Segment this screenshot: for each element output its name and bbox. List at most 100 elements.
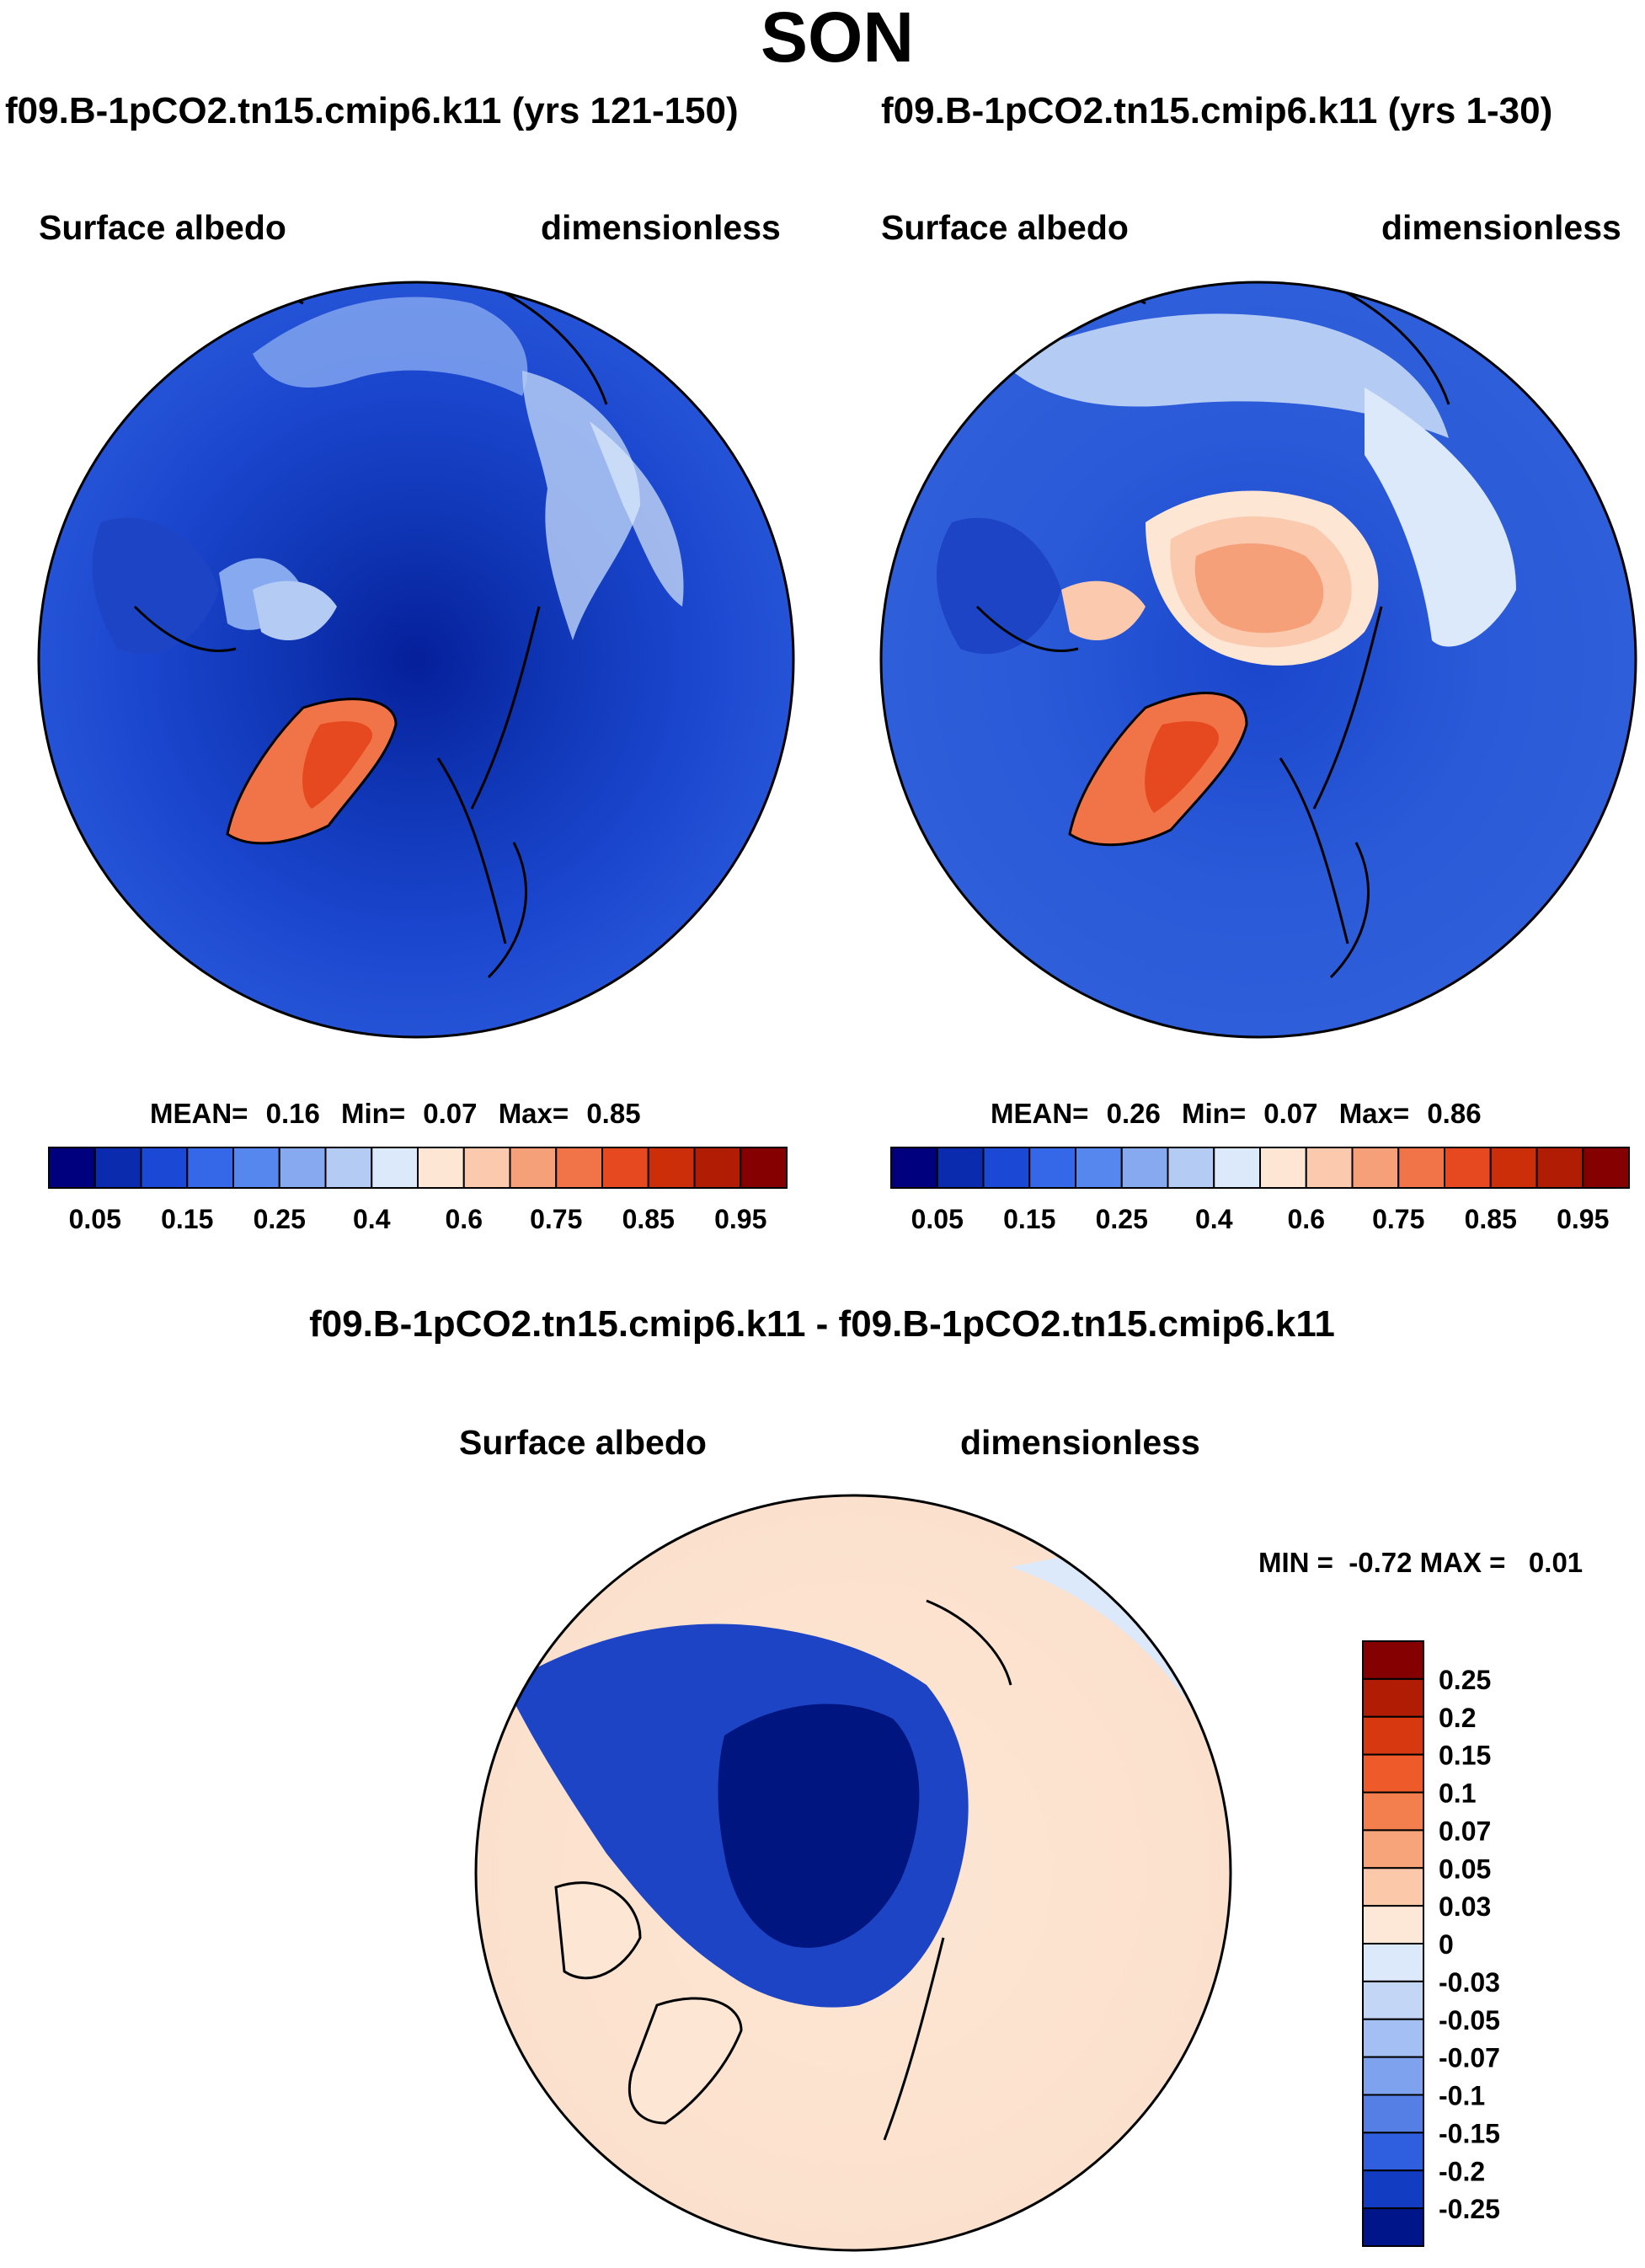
colorbar-panel-1-swatch xyxy=(693,1147,742,1189)
colorbar-panel-1-swatch xyxy=(417,1147,465,1189)
colorbar-diff-tick-label: -0.03 xyxy=(1439,1967,1500,1998)
colorbar-diff-tick-label: 0.1 xyxy=(1439,1779,1476,1809)
colorbar-panel-2-tick-label: 0.4 xyxy=(1195,1204,1233,1234)
colorbar-diff-tick-label: 0.2 xyxy=(1439,1703,1476,1733)
colorbar-diff-swatch xyxy=(1362,1753,1424,1794)
panel-1-mean-label: MEAN= xyxy=(150,1098,248,1129)
panel-1-min-value: 0.07 xyxy=(423,1098,478,1129)
panel-2-variable-label: Surface albedo xyxy=(881,208,1129,247)
colorbar-panel-2-swatch xyxy=(1397,1147,1445,1189)
colorbar-diff: 0.25 0.2 0.15 0.1 0.07 0.05 0.03 0 -0.03 -0.05 -0.… xyxy=(1362,1640,1500,2247)
colorbar-diff-swatch xyxy=(1362,2207,1424,2247)
panel-2-min-label: Min= xyxy=(1182,1098,1247,1129)
panel-2-title: f09.B-1pCO2.tn15.cmip6.k11 (yrs 1-30) xyxy=(881,90,1553,131)
colorbar-diff-swatch xyxy=(1362,1791,1424,1832)
diff-minmax: MIN = -0.72 MAX = 0.01 xyxy=(1258,1547,1584,1578)
colorbar-diff-swatch xyxy=(1362,2132,1424,2172)
colorbar-panel-2-swatch xyxy=(1075,1147,1123,1189)
colorbar-panel-1-tick-label: 0.25 xyxy=(254,1204,306,1234)
colorbar-panel-2-tick-label: 0.85 xyxy=(1465,1204,1517,1234)
colorbar-panel-1-swatch xyxy=(371,1147,419,1189)
diff-panel-title: f09.B-1pCO2.tn15.cmip6.k11 - f09.B-1pCO2… xyxy=(309,1303,1335,1345)
diff-variable-label: Surface albedo xyxy=(459,1423,707,1462)
colorbar-panel-1-swatch xyxy=(232,1147,280,1189)
colorbar-diff-swatch xyxy=(1362,2094,1424,2134)
panel-2-max-value: 0.86 xyxy=(1427,1098,1482,1129)
colorbar-diff-swatch xyxy=(1362,1980,1424,2020)
colorbar-panel-2-tick-label: 0.75 xyxy=(1372,1204,1424,1234)
map-panel-1 xyxy=(39,282,793,1037)
panel-2-stats: MEAN= 0.26 Min= 0.07 Max= 0.86 xyxy=(991,1099,1482,1127)
colorbar-panel-2-tick-label: 0.95 xyxy=(1557,1204,1609,1234)
panel-1-title: f09.B-1pCO2.tn15.cmip6.k11 (yrs 121-150) xyxy=(5,90,739,131)
colorbar-panel-1: 0.05 0.15 0.25 0.4 0.6 0.75 0.85 0.95 xyxy=(48,1147,788,1234)
map-diff-border xyxy=(474,1494,1232,2252)
colorbar-panel-2-swatch xyxy=(890,1147,938,1189)
colorbar-panel-1-swatch xyxy=(740,1147,788,1189)
colorbar-diff-tick-label: 0.03 xyxy=(1439,1891,1491,1922)
colorbar-diff-tick-label: 0.05 xyxy=(1439,1853,1491,1884)
colorbar-panel-1-swatch xyxy=(324,1147,373,1189)
colorbar-diff-tick-label: -0.15 xyxy=(1439,2118,1500,2148)
colorbar-diff-swatch xyxy=(1362,1715,1424,1756)
map-panel-2-border xyxy=(879,281,1637,1039)
colorbar-panel-2-swatch xyxy=(1582,1147,1630,1189)
colorbar-panel-1-swatch xyxy=(186,1147,234,1189)
colorbar-panel-2-swatch xyxy=(1259,1147,1307,1189)
panel-1-max-label: Max= xyxy=(498,1098,569,1129)
colorbar-panel-2-swatch xyxy=(1120,1147,1169,1189)
colorbar-panel-2-tick-label: 0.25 xyxy=(1096,1204,1148,1234)
colorbar-panel-1-swatch xyxy=(278,1147,327,1189)
colorbar-diff-swatch xyxy=(1362,2018,1424,2058)
colorbar-diff-swatch xyxy=(1362,1829,1424,1869)
colorbar-panel-1-tick-label: 0.6 xyxy=(446,1204,483,1234)
panel-1-units-label: dimensionless xyxy=(541,208,781,247)
colorbar-panel-1-swatch xyxy=(48,1147,96,1189)
colorbar-diff-swatch xyxy=(1362,1640,1424,1680)
map-diff xyxy=(476,1495,1231,2250)
page-title: SON xyxy=(760,0,915,77)
colorbar-panel-2-swatch xyxy=(1305,1147,1354,1189)
map-panel-2 xyxy=(881,282,1636,1037)
colorbar-panel-1-swatch xyxy=(462,1147,511,1189)
colorbar-panel-1-swatch xyxy=(647,1147,696,1189)
colorbar-panel-2-swatch xyxy=(1489,1147,1538,1189)
colorbar-panel-2-swatch xyxy=(936,1147,985,1189)
colorbar-diff-tick-label: -0.25 xyxy=(1439,2194,1500,2224)
colorbar-panel-2-tick-label: 0.6 xyxy=(1288,1204,1325,1234)
colorbar-panel-2-swatch xyxy=(1536,1147,1584,1189)
colorbar-panel-1-swatch xyxy=(601,1147,649,1189)
colorbar-panel-2-swatch xyxy=(1167,1147,1215,1189)
colorbar-panel-2-swatch xyxy=(1213,1147,1261,1189)
colorbar-panel-2-swatch xyxy=(1351,1147,1400,1189)
colorbar-diff-swatch xyxy=(1362,1677,1424,1718)
colorbar-diff-tick-label: -0.05 xyxy=(1439,2005,1500,2035)
colorbar-diff-swatch xyxy=(1362,2056,1424,2096)
panel-2-mean-value: 0.26 xyxy=(1106,1098,1161,1129)
colorbar-diff-tick-label: 0 xyxy=(1439,1929,1454,1960)
colorbar-diff-tick-label: -0.07 xyxy=(1439,2043,1500,2073)
colorbar-panel-2-tick-label: 0.05 xyxy=(911,1204,964,1234)
colorbar-panel-1-tick-label: 0.95 xyxy=(714,1204,766,1234)
colorbar-panel-2-tick-label: 0.15 xyxy=(1003,1204,1055,1234)
colorbar-diff-swatch xyxy=(1362,1867,1424,1907)
panel-2-units-label: dimensionless xyxy=(1381,208,1621,247)
colorbar-panel-2-swatch xyxy=(1028,1147,1076,1189)
panel-2-mean-label: MEAN= xyxy=(991,1098,1089,1129)
colorbar-panel-1-tick-label: 0.4 xyxy=(353,1204,391,1234)
colorbar-diff-tick-label: 0.25 xyxy=(1439,1665,1491,1695)
colorbar-diff-swatch xyxy=(1362,2169,1424,2210)
colorbar-panel-1-tick-label: 0.05 xyxy=(69,1204,121,1234)
colorbar-panel-2: 0.05 0.15 0.25 0.4 0.6 0.75 0.85 0.95 xyxy=(890,1147,1630,1234)
colorbar-panel-1-swatch xyxy=(509,1147,558,1189)
panel-1-min-label: Min= xyxy=(341,1098,406,1129)
colorbar-diff-tick-label: -0.1 xyxy=(1439,2081,1485,2111)
colorbar-panel-1-tick-label: 0.15 xyxy=(161,1204,213,1234)
panel-2-min-value: 0.07 xyxy=(1263,1098,1318,1129)
colorbar-panel-1-tick-label: 0.75 xyxy=(530,1204,582,1234)
colorbar-diff-swatch xyxy=(1362,1905,1424,1944)
colorbar-panel-2-swatch xyxy=(1444,1147,1492,1189)
map-panel-1-border xyxy=(37,281,795,1039)
panel-1-mean-value: 0.16 xyxy=(265,1098,320,1129)
colorbar-panel-1-tick-label: 0.85 xyxy=(622,1204,675,1234)
